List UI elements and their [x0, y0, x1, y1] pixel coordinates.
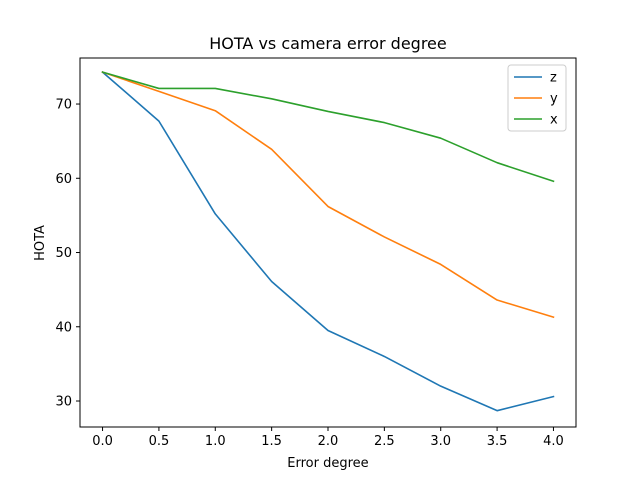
- x-tick-label-3: 1.5: [261, 434, 282, 449]
- plot-area: 0.0 0.5 1.0 1.5 2.0 2.5 3.0 3.5 4.0 30 40 50 60 70 zyx: [55, 57, 577, 449]
- x-tick-label-5: 2.5: [374, 434, 395, 449]
- y-tick-label-4: 70: [55, 98, 72, 113]
- x-tick-label-7: 3.5: [487, 434, 508, 449]
- x-tick-label-6: 3.0: [430, 434, 451, 449]
- legend-label-x: x: [550, 113, 558, 128]
- x-tick-label-2: 1.0: [205, 434, 226, 449]
- x-tick-label-4: 2.0: [318, 434, 339, 449]
- y-axis-label: HOTA: [33, 225, 48, 261]
- series-line-x: [101, 71, 555, 183]
- x-tick-label-0: 0.0: [92, 434, 113, 449]
- series-line-y: [101, 71, 555, 319]
- legend-label-z: z: [550, 71, 557, 86]
- chart-title: HOTA vs camera error degree: [209, 34, 446, 53]
- legend-label-y: y: [550, 92, 558, 107]
- x-axis-label: Error degree: [287, 456, 368, 471]
- x-tick-label-1: 0.5: [149, 434, 170, 449]
- y-tick-label-2: 50: [55, 246, 72, 261]
- y-tick-label-1: 40: [55, 320, 72, 335]
- y-tick-label-0: 30: [55, 395, 72, 410]
- y-tick-label-3: 60: [55, 172, 72, 187]
- series-line-z: [101, 70, 555, 412]
- x-tick-label-8: 4.0: [543, 434, 564, 449]
